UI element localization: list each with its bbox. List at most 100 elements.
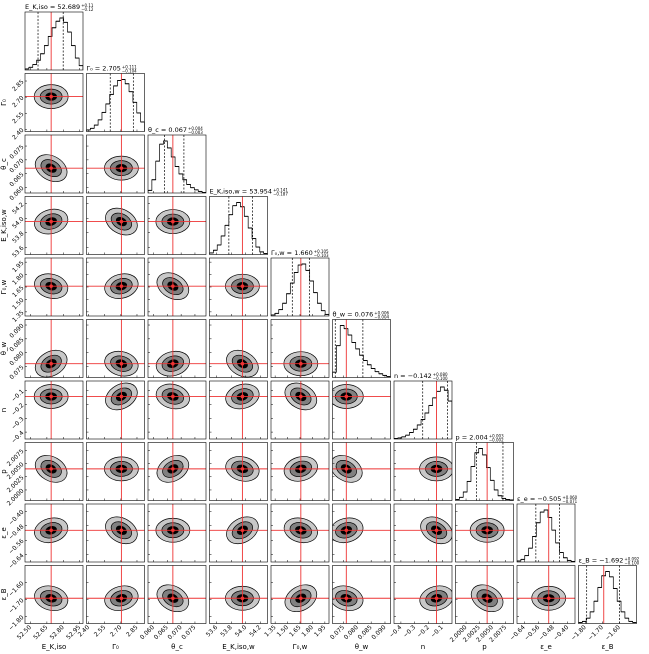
median-point [119, 166, 124, 170]
panel [209, 504, 268, 562]
x-tick-label: −0.1 [430, 624, 445, 639]
panel [25, 319, 83, 378]
y-tick-label: 54.2 [11, 201, 26, 216]
median-point [240, 284, 245, 288]
median-point [299, 467, 303, 471]
x-tick-label: 1.50 [276, 624, 291, 639]
panel-frame [209, 380, 268, 440]
panel-frame [86, 380, 145, 440]
median-point [299, 394, 303, 399]
panel-frame [86, 134, 145, 194]
median-point [119, 528, 124, 533]
panel-frame [24, 11, 84, 71]
panel [25, 73, 83, 132]
x-tick-label: 52.50 [16, 624, 33, 641]
panel-title: ε_e = −0.505 [517, 495, 561, 503]
err-plus: +0.092 [624, 557, 639, 562]
panel-frame [209, 319, 268, 378]
x-axis-label: Γ₀,w [293, 643, 308, 651]
panel [148, 319, 206, 378]
panel-frame [147, 380, 207, 440]
panel-frame [86, 73, 145, 132]
median-point [49, 284, 53, 288]
panel-frame [24, 503, 84, 563]
median-point [119, 394, 124, 399]
y-tick-label: −1.70 [8, 597, 26, 615]
panel-frame [209, 565, 268, 624]
y-tick-label: 2.70 [11, 95, 26, 110]
panel-frame [147, 503, 207, 563]
err-plus: +0.004 [188, 126, 203, 131]
median-point [119, 596, 124, 601]
median-point [49, 467, 53, 471]
panel [209, 258, 268, 316]
x-tick-label: 0.060 [139, 624, 156, 641]
y-axis-label: Γ₀ [0, 99, 8, 106]
panel-frame [393, 503, 453, 563]
x-tick-label: 53.6 [205, 624, 220, 639]
y-tick-label: 0.075 [8, 143, 25, 160]
panel-frame [393, 565, 453, 624]
median-point [49, 94, 53, 99]
panel-frame [209, 196, 268, 255]
panel-frame [147, 196, 207, 255]
panel-frame [578, 565, 637, 624]
panel [394, 504, 452, 562]
panel-frame [516, 503, 576, 563]
err-plus: +0.111 [122, 65, 137, 70]
panel [25, 135, 83, 193]
y-tick-label: 0.090 [8, 322, 25, 339]
x-tick-label: 2.85 [125, 624, 140, 639]
panel-frame [86, 442, 145, 501]
y-tick-label: 1.35 [11, 309, 26, 324]
panel-frame [24, 73, 84, 132]
panel-bg [271, 258, 329, 316]
panel-title: Γ₀,w = 1.660 [271, 249, 313, 257]
panel [209, 196, 268, 255]
panel-frame [393, 442, 453, 501]
panel [148, 565, 206, 624]
panel [271, 258, 329, 316]
median-point [171, 284, 175, 288]
median-point [434, 467, 439, 471]
panel [394, 381, 452, 439]
panel-frame [455, 442, 514, 501]
panel [148, 258, 206, 316]
panel [209, 381, 268, 439]
panel-frame [332, 319, 391, 378]
y-tick-label: 1.80 [11, 272, 26, 287]
median-point [171, 596, 175, 601]
err-plus: +0.006 [374, 311, 389, 316]
panel-bg [517, 504, 575, 562]
panel-frame [516, 565, 576, 624]
panel-frame [86, 196, 145, 255]
y-tick-label: 0.070 [8, 157, 25, 174]
panel [455, 565, 514, 624]
x-tick-label: −0.4 [388, 624, 403, 639]
median-point [485, 528, 489, 533]
x-axis-label: ε_B [601, 643, 613, 651]
panel [86, 442, 145, 501]
median-point [49, 166, 53, 170]
median-point [240, 394, 245, 399]
panel [209, 565, 268, 624]
panel [332, 565, 391, 624]
y-tick-label: −0.4 [10, 429, 25, 444]
panel-bg [578, 565, 637, 624]
median-point [49, 394, 53, 399]
err-minus: −0.100 [624, 561, 639, 566]
x-tick-label: 1.35 [263, 624, 278, 639]
x-tick-label: 52.65 [32, 624, 49, 641]
x-tick-label: 0.075 [180, 624, 197, 641]
panel-frame [332, 503, 391, 563]
panel-frame [147, 134, 207, 194]
panel-frame [209, 442, 268, 501]
median-point [119, 467, 124, 471]
x-tick-label: 54.0 [234, 624, 249, 639]
err-minus: −0.104 [122, 69, 137, 74]
err-plus: +0.141 [273, 188, 288, 193]
x-tick-label: 2.55 [93, 624, 108, 639]
y-tick-label: 2.85 [11, 78, 26, 93]
y-axis-label: θ_c [0, 158, 8, 170]
panel-frame [24, 565, 84, 624]
